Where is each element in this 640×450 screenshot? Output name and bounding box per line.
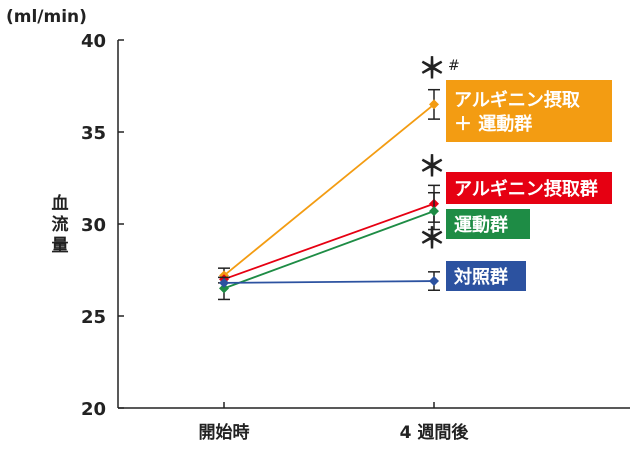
data-point	[429, 99, 439, 110]
data-point	[219, 283, 229, 294]
series-line	[223, 210, 435, 290]
data-point	[219, 277, 229, 288]
series-label-1: アルギニン摂取群	[446, 172, 612, 204]
series-label-text: 運動群	[454, 214, 508, 236]
significance-star: ＊	[418, 222, 446, 255]
y-tick-label: 40	[81, 31, 106, 52]
series-label-box	[446, 80, 612, 142]
series-label-box	[446, 172, 612, 204]
x-tick-label: 開始時	[199, 422, 250, 443]
y-tick-label: 30	[81, 215, 106, 236]
y-ticks: 20 25 30 35 40	[81, 31, 124, 420]
x-ticks: 開始時 4 週間後	[199, 402, 470, 443]
y-tick-label: 20	[81, 399, 106, 420]
significance-annotations: ＊＊＊#	[418, 52, 460, 255]
series-label-3: 対照群	[446, 261, 526, 291]
series-group	[218, 88, 440, 301]
series-3	[219, 271, 440, 291]
y-axis-label-1: 血	[52, 193, 69, 214]
series-1	[219, 184, 440, 285]
y-tick-label: 25	[81, 307, 106, 328]
y-tick-label: 35	[81, 123, 106, 144]
significance-star: ＊	[418, 150, 446, 183]
series-label-2: 運動群	[446, 209, 530, 239]
series-2	[218, 191, 440, 301]
y-axis-label-3: 量	[52, 235, 69, 256]
series-line	[223, 103, 435, 277]
y-axis-label-2: 流	[52, 214, 69, 235]
series-0	[218, 88, 440, 284]
series-label-text: 対照群	[453, 266, 508, 288]
significance-star: ＊	[418, 52, 446, 85]
x-tick-label: 4 週間後	[400, 422, 470, 443]
data-point	[429, 276, 439, 287]
significance-hash: #	[448, 58, 460, 74]
series-line	[223, 202, 435, 281]
unit-label: (ml/min)	[6, 7, 87, 27]
series-label-box	[446, 209, 530, 239]
data-point	[429, 206, 439, 217]
series-label-0: アルギニン摂取＋ 運動群	[446, 80, 612, 142]
series-label-box	[446, 261, 526, 291]
series-line	[223, 280, 435, 284]
series-label-text: アルギニン摂取	[454, 89, 581, 111]
series-label-text: アルギニン摂取群	[454, 178, 598, 200]
series-label-text: ＋ 運動群	[454, 113, 532, 135]
